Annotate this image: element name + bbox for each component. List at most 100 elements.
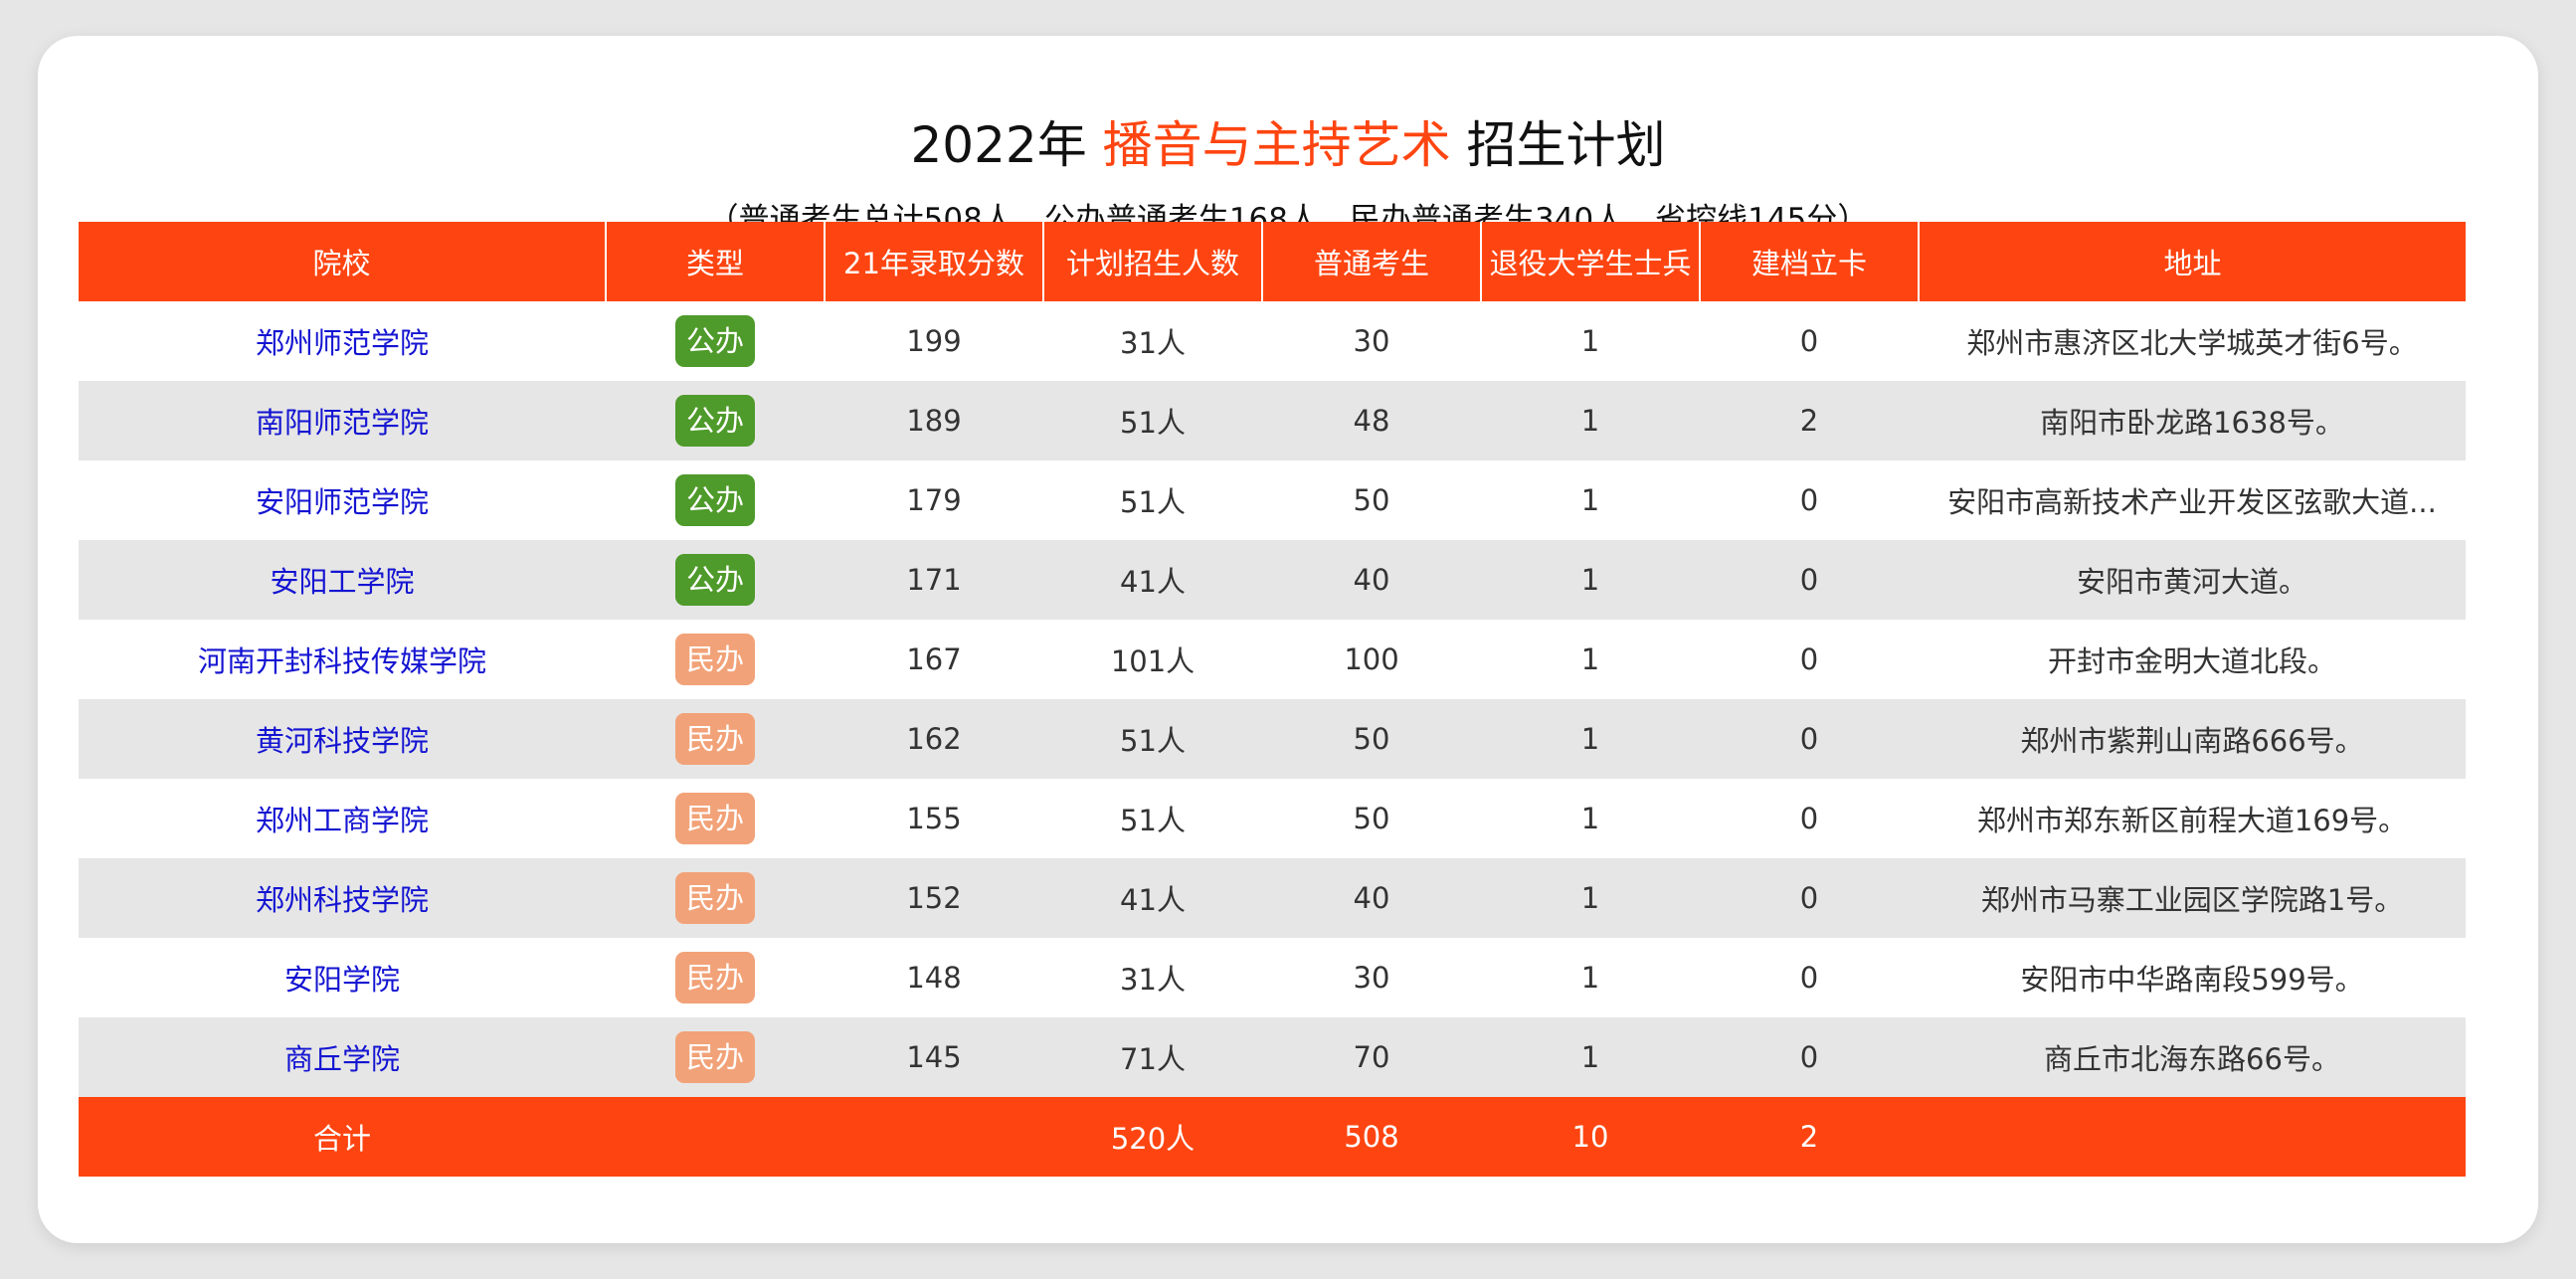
score-cell: 148 xyxy=(906,961,962,995)
school-link[interactable]: 黄河科技学院 xyxy=(79,699,606,779)
score-cell: 145 xyxy=(825,1017,1043,1097)
plan-cell: 101人 xyxy=(1110,644,1196,678)
score-cell: 179 xyxy=(906,483,962,517)
total-score-empty xyxy=(825,1097,1043,1177)
type-cell: 公办 xyxy=(606,381,825,460)
table-row: 南阳师范学院 公办 189 51人 48 1 2 南阳市卧龙路1638号。 xyxy=(79,381,2466,460)
score-cell: 199 xyxy=(906,324,962,358)
school-link[interactable]: 南阳师范学院 xyxy=(79,381,606,460)
address-cell: 郑州市惠济区北大学城英才街6号。 xyxy=(1966,326,2418,360)
score-cell: 167 xyxy=(906,642,962,676)
total-address-empty xyxy=(1919,1097,2466,1177)
column-header-score: 21年录取分数 xyxy=(825,222,1044,301)
type-badge: 民办 xyxy=(674,713,755,765)
poverty-cell: 0 xyxy=(1700,1017,1919,1097)
table-row: 郑州工商学院 民办 155 51人 50 1 0 郑州市郑东新区前程大道169号… xyxy=(79,779,2466,858)
poverty-cell: 0 xyxy=(1700,540,1919,620)
plan-cell: 71人 xyxy=(1043,1017,1262,1097)
poverty-cell: 0 xyxy=(1799,961,1819,995)
type-badge: 民办 xyxy=(674,634,755,685)
veteran-cell: 1 xyxy=(1580,642,1600,676)
table-row: 商丘学院 民办 145 71人 70 1 0 商丘市北海东路66号。 xyxy=(79,1017,2466,1097)
address-cell: 郑州市紫荆山南路666号。 xyxy=(1919,699,2466,779)
school-link[interactable]: 安阳工学院 xyxy=(79,540,606,620)
column-header-type: 类型 xyxy=(606,222,826,301)
school-link[interactable]: 郑州科技学院 xyxy=(79,858,606,938)
veteran-cell: 1 xyxy=(1481,699,1700,779)
veteran-cell: 1 xyxy=(1481,381,1700,460)
table-row: 郑州科技学院 民办 152 41人 40 1 0 郑州市马寨工业园区学院路1号。 xyxy=(79,858,2466,938)
address-cell: 开封市金明大道北段。 xyxy=(2047,644,2336,678)
veteran-cell: 1 xyxy=(1580,961,1600,995)
veteran-cell: 1 xyxy=(1580,802,1600,835)
poverty-cell: 0 xyxy=(1799,324,1819,358)
address-cell: 商丘市北海东路66号。 xyxy=(1919,1017,2466,1097)
type-cell: 民办 xyxy=(606,1017,825,1097)
total-label: 合计 xyxy=(79,1097,606,1177)
regular-cell: 40 xyxy=(1262,858,1481,938)
address-cell: 郑州市郑东新区前程大道169号。 xyxy=(1976,804,2408,837)
regular-cell: 100 xyxy=(1344,642,1399,676)
column-header-veteran: 退役大学生士兵 xyxy=(1481,222,1701,301)
address-cell: 安阳市中华路南段599号。 xyxy=(2020,963,2364,997)
enrollment-table: 院校 类型 21年录取分数 计划招生人数 普通考生 退役大学生士兵 建档立卡 地… xyxy=(79,222,2466,1177)
regular-cell: 30 xyxy=(1353,324,1390,358)
table-row: 安阳师范学院 公办 179 51人 50 1 0 安阳市高新技术产业开发区弦歌大… xyxy=(79,460,2466,540)
poverty-cell: 0 xyxy=(1700,858,1919,938)
regular-cell: 30 xyxy=(1353,961,1390,995)
type-badge: 民办 xyxy=(674,793,755,844)
title-suffix: 招生计划 xyxy=(1450,116,1666,174)
type-badge: 民办 xyxy=(674,1031,755,1083)
veteran-cell: 1 xyxy=(1580,324,1600,358)
type-badge: 公办 xyxy=(674,554,755,606)
school-link[interactable]: 郑州工商学院 xyxy=(255,804,429,837)
type-cell: 民办 xyxy=(606,699,825,779)
poverty-cell: 2 xyxy=(1700,381,1919,460)
type-badge: 公办 xyxy=(674,395,755,447)
column-header-regular: 普通考生 xyxy=(1262,222,1482,301)
column-header-plan: 计划招生人数 xyxy=(1043,222,1263,301)
column-header-school: 院校 xyxy=(79,222,607,301)
score-cell: 171 xyxy=(825,540,1043,620)
plan-cell: 41人 xyxy=(1043,540,1262,620)
table-row: 安阳工学院 公办 171 41人 40 1 0 安阳市黄河大道。 xyxy=(79,540,2466,620)
total-poverty: 2 xyxy=(1700,1097,1919,1177)
school-link[interactable]: 安阳学院 xyxy=(283,963,400,997)
type-cell: 公办 xyxy=(606,301,825,381)
score-cell: 189 xyxy=(825,381,1043,460)
table-row: 黄河科技学院 民办 162 51人 50 1 0 郑州市紫荆山南路666号。 xyxy=(79,699,2466,779)
veteran-cell: 1 xyxy=(1481,858,1700,938)
total-row: 合计 520人 508 10 2 xyxy=(79,1097,2466,1177)
plan-cell: 31人 xyxy=(1120,963,1186,997)
veteran-cell: 1 xyxy=(1580,483,1600,517)
table-row: 安阳学院 民办 148 31人 30 1 0 安阳市中华路南段599号。 xyxy=(79,938,2466,1017)
page-title: 2022年 播音与主持艺术 招生计划 xyxy=(38,113,2538,177)
poverty-cell: 0 xyxy=(1799,642,1819,676)
address-cell: 郑州市马寨工业园区学院路1号。 xyxy=(1919,858,2466,938)
regular-cell: 50 xyxy=(1353,802,1390,835)
total-regular: 508 xyxy=(1262,1097,1481,1177)
school-link[interactable]: 河南开封科技传媒学院 xyxy=(197,644,486,678)
table-row: 河南开封科技传媒学院 民办 167 101人 100 1 0 开封市金明大道北段… xyxy=(79,620,2466,699)
type-cell: 公办 xyxy=(606,460,825,540)
address-cell: 安阳市高新技术产业开发区弦歌大道... xyxy=(1947,485,2437,519)
type-cell: 民办 xyxy=(606,620,825,699)
plan-cell: 51人 xyxy=(1043,381,1262,460)
type-cell: 民办 xyxy=(606,938,825,1017)
poverty-cell: 0 xyxy=(1799,802,1819,835)
plan-cell: 41人 xyxy=(1043,858,1262,938)
table-row: 郑州师范学院 公办 199 31人 30 1 0 郑州市惠济区北大学城英才街6号… xyxy=(79,301,2466,381)
school-link[interactable]: 郑州师范学院 xyxy=(255,326,429,360)
poverty-cell: 0 xyxy=(1799,483,1819,517)
poverty-cell: 0 xyxy=(1700,699,1919,779)
veteran-cell: 1 xyxy=(1481,540,1700,620)
total-veteran: 10 xyxy=(1481,1097,1700,1177)
school-link[interactable]: 商丘学院 xyxy=(79,1017,606,1097)
total-plan: 520人 xyxy=(1043,1097,1262,1177)
school-link[interactable]: 安阳师范学院 xyxy=(255,485,429,519)
plan-cell: 51人 xyxy=(1043,699,1262,779)
type-cell: 公办 xyxy=(606,540,825,620)
column-header-address: 地址 xyxy=(1919,222,2466,301)
type-badge: 民办 xyxy=(674,872,755,924)
regular-cell: 40 xyxy=(1262,540,1481,620)
